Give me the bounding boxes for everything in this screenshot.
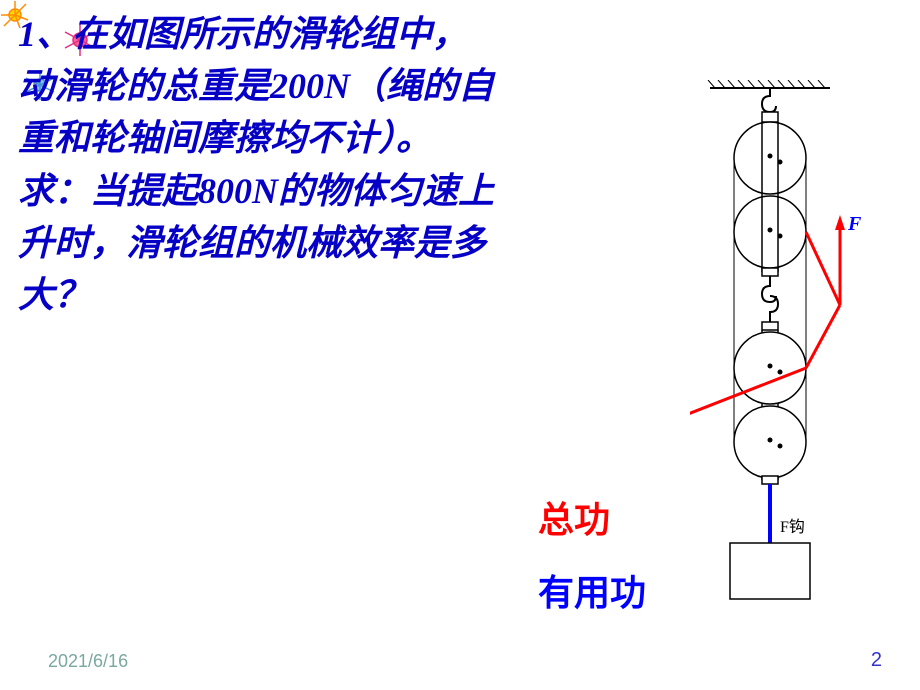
footer-page: 2 xyxy=(871,649,882,672)
force-Fh-label: F钩 xyxy=(780,518,805,536)
q-line4: 求：当提起800N的物体匀速上 xyxy=(18,171,494,211)
force-F-label: F xyxy=(847,213,862,235)
question-text: 1、在如图所示的滑轮组中， 动滑轮的总重是200N（绳的自 重和轮轴间摩擦均不计… xyxy=(18,8,658,321)
q-line3: 重和轮轴间摩擦均不计）。 xyxy=(18,118,432,158)
q-line5: 升时，滑轮组的机械效率是多 xyxy=(18,223,486,263)
q-line2: 动滑轮的总重是200N（绳的自 xyxy=(18,66,494,106)
pulley-diagram: F F钩 xyxy=(690,80,880,620)
footer-date: 2021/6/16 xyxy=(48,651,128,672)
q-line6: 大？ xyxy=(18,275,90,315)
label-total-work: 总功 xyxy=(538,491,610,543)
q-line1: 1、在如图所示的滑轮组中， xyxy=(18,14,468,54)
label-useful-work: 有用功 xyxy=(538,564,646,616)
